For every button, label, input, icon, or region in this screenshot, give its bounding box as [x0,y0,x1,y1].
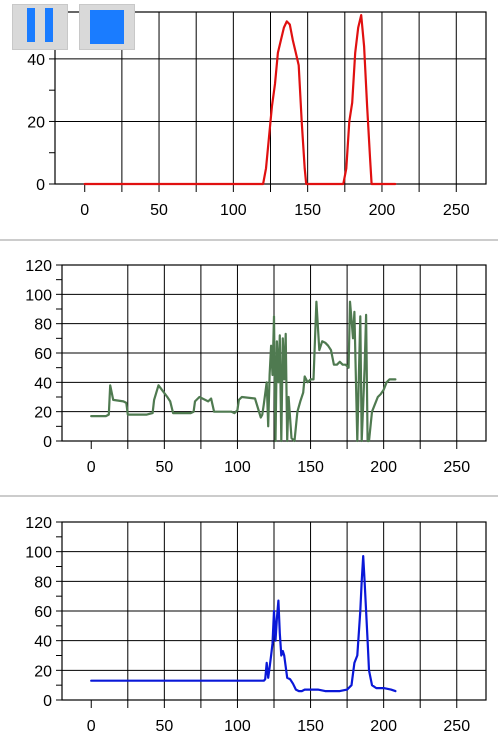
y-tick-label: 0 [36,177,45,194]
x-tick-label: 200 [369,202,396,219]
x-tick-label: 250 [443,202,470,219]
y-tick-label: 20 [34,405,52,422]
y-tick-label: 100 [25,287,52,304]
y-tick-label: 20 [34,663,52,680]
x-tick-label: 150 [297,718,324,735]
y-tick-label: 60 [34,346,52,363]
y-tick-label: 0 [43,434,52,451]
y-tick-label: 120 [25,515,52,532]
y-tick-label: 60 [34,604,52,621]
x-tick-label: 0 [87,459,96,476]
y-tick-label: 120 [25,258,52,275]
x-tick-label: 0 [87,718,96,735]
series-line [90,300,397,443]
y-tick-label: 0 [43,693,52,710]
x-tick-label: 150 [297,459,324,476]
pause-icon [22,7,58,47]
chart-middle: 0 20 40 60 80 100 120 0 50 100 150 200 250 [25,258,487,476]
stop-icon [90,10,124,44]
y-tick-label: 40 [34,634,52,651]
y-tick-label: 100 [25,545,52,562]
x-tick-label: 50 [155,459,173,476]
y-tick-label: 80 [34,317,52,334]
chart-bottom: 0 20 40 60 80 100 120 0 50 100 150 200 250 [25,515,487,735]
x-tick-label: 200 [370,718,397,735]
y-tick-label: 20 [27,114,45,131]
x-tick-label: 250 [443,459,470,476]
x-tick-label: 50 [155,718,173,735]
x-tick-label: 250 [443,718,470,735]
pause-button[interactable] [12,4,68,50]
x-tick-label: 100 [224,718,251,735]
x-tick-label: 0 [80,202,89,219]
y-tick-label: 40 [27,52,45,69]
x-tick-label: 200 [370,459,397,476]
x-tick-label: 100 [224,459,251,476]
y-tick-label: 40 [34,375,52,392]
stop-button[interactable] [79,4,135,50]
y-tick-label: 80 [34,574,52,591]
series-line [90,554,397,693]
x-tick-label: 50 [150,202,168,219]
series-line [83,14,397,186]
chart-top: 0 20 40 0 50 100 150 200 250 [27,11,487,219]
x-tick-label: 150 [294,202,321,219]
x-tick-label: 100 [220,202,247,219]
